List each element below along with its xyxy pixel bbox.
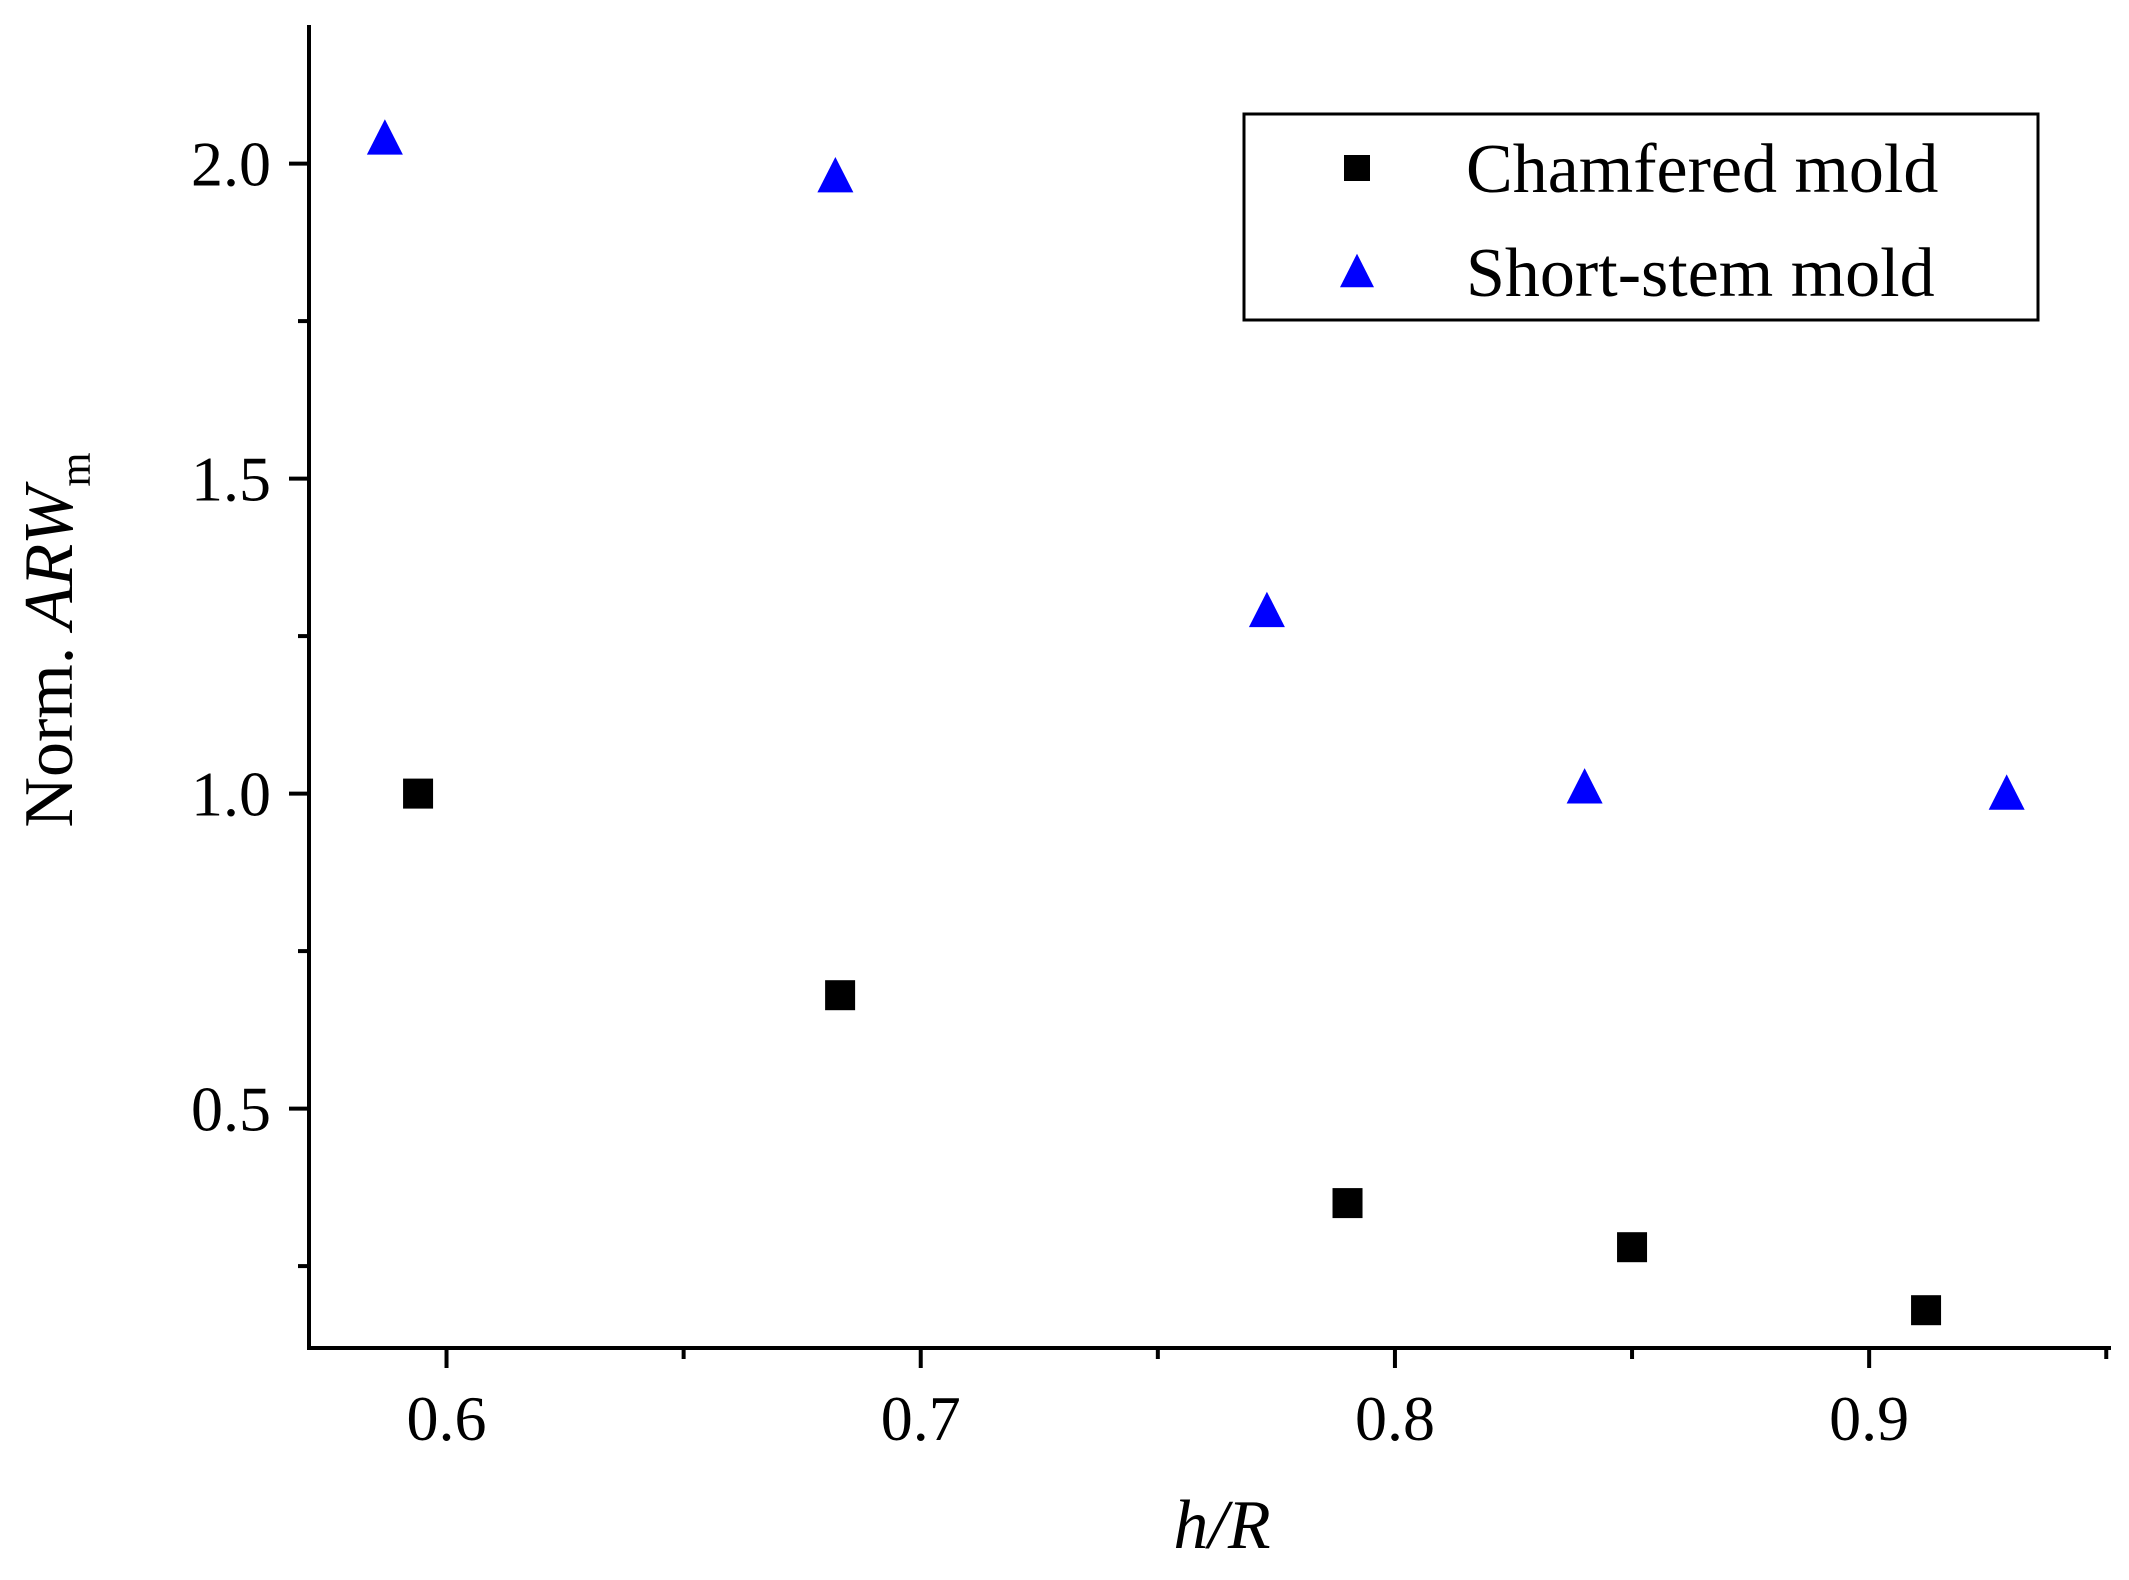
- legend: Chamfered mold Short-stem mold: [1242, 112, 2040, 322]
- data-points: [366, 119, 2025, 1326]
- data-point-triangle: [1248, 591, 1285, 628]
- data-point-square: [1911, 1295, 1942, 1326]
- x-axis-title: h/R: [1173, 1487, 1270, 1564]
- data-point-square: [825, 980, 856, 1011]
- legend-label: Short-stem mold: [1466, 235, 1935, 312]
- ticks: [289, 161, 2109, 1368]
- data-point-square: [403, 778, 434, 809]
- y-tick-label: 1.0: [191, 759, 271, 830]
- x-tick-label: 0.9: [1829, 1383, 1909, 1454]
- y-tick-label: 2.0: [191, 129, 271, 200]
- y-axis-title-subscript: m: [51, 452, 100, 486]
- y-axis-title-prefix: Norm.: [11, 629, 88, 827]
- data-point-triangle: [817, 157, 854, 193]
- legend-marker-square: [1344, 155, 1370, 181]
- y-tick-label: 1.5: [191, 444, 271, 515]
- y-tick-label: 0.5: [191, 1074, 271, 1145]
- legend-label: Chamfered mold: [1466, 131, 1938, 208]
- tick-labels: 0.6 0.7 0.8 0.9 0.5 1.0 1.5 2.0: [191, 129, 1909, 1454]
- x-tick-label: 0.6: [407, 1383, 487, 1454]
- legend-box: [1242, 112, 2040, 322]
- y-axis-title: Norm. ARWm: [11, 452, 100, 827]
- legend-marker-triangle: [1340, 253, 1374, 288]
- x-tick-label: 0.8: [1355, 1383, 1435, 1454]
- axes: [307, 25, 2111, 1350]
- axis-titles: h/R Norm. ARWm: [11, 452, 1271, 1564]
- y-axis-title-variable: ARW: [11, 481, 88, 633]
- data-point-square: [1617, 1232, 1648, 1263]
- data-point-triangle: [1566, 768, 1603, 804]
- data-point-triangle: [366, 119, 403, 155]
- data-point-square: [1332, 1188, 1363, 1219]
- x-tick-label: 0.7: [881, 1383, 961, 1454]
- data-point-triangle: [1988, 774, 2025, 810]
